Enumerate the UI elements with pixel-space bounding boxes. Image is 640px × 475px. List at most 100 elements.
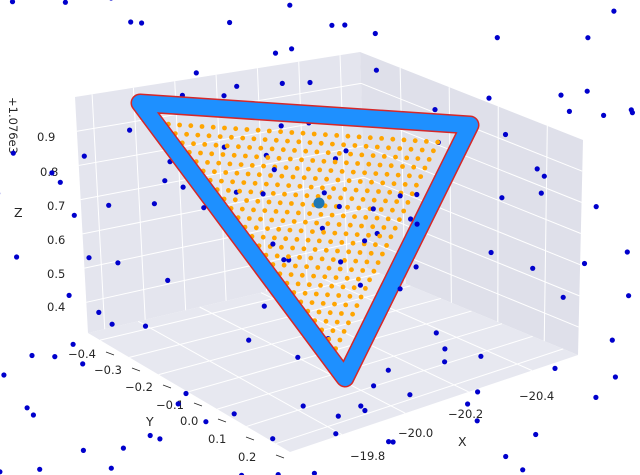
interior-point: [294, 166, 300, 171]
y-tick-mark: [162, 384, 172, 389]
interior-point: [313, 176, 318, 181]
interior-point: [177, 122, 183, 128]
scatter-point: [231, 411, 237, 417]
interior-point: [265, 155, 271, 160]
interior-point: [340, 284, 346, 290]
interior-point: [336, 222, 342, 227]
interior-point: [306, 282, 312, 288]
interior-point: [245, 171, 251, 177]
scatter-point: [502, 131, 509, 138]
interior-point: [241, 180, 247, 186]
interior-point: [280, 147, 286, 153]
interior-point: [318, 283, 323, 288]
scatter-point: [624, 249, 630, 255]
scatter-point: [478, 353, 484, 359]
interior-point: [327, 194, 332, 200]
x-gridline-floor: [322, 277, 533, 371]
interior-point: [409, 191, 415, 197]
interior-point: [387, 189, 393, 195]
scatter-point: [279, 80, 285, 86]
interior-point: [352, 143, 358, 148]
interior-point: [277, 200, 283, 206]
scatter-point: [108, 465, 114, 471]
scatter-point: [109, 0, 113, 1]
interior-point: [247, 145, 253, 150]
interior-point: [344, 160, 349, 166]
interior-point: [286, 254, 291, 259]
scatter-point: [0, 469, 3, 475]
interior-point: [293, 263, 298, 269]
interior-point: [404, 155, 410, 161]
interior-point: [335, 248, 340, 254]
interior-point: [401, 208, 407, 214]
scatter-point: [106, 202, 112, 208]
interior-point: [266, 128, 272, 134]
scatter-point: [474, 418, 480, 424]
scatter-point: [520, 467, 526, 473]
interior-point: [332, 230, 338, 236]
scatter-point: [62, 0, 68, 5]
interior-point: [260, 234, 266, 240]
scatter-point: [162, 178, 168, 184]
y-tick-label: −0.1: [156, 398, 184, 412]
interior-point: [330, 257, 336, 262]
interior-point: [331, 186, 336, 192]
scatter-point: [358, 403, 364, 409]
interior-point: [368, 250, 374, 256]
scatter-point: [86, 255, 92, 261]
interior-point: [206, 133, 212, 139]
scatter-point: [552, 365, 558, 371]
interior-point: [370, 224, 376, 230]
interior-point: [254, 154, 259, 160]
scatter-point: [193, 70, 199, 76]
interior-point: [332, 159, 338, 165]
x-tick-label: −20.0: [398, 426, 433, 440]
scatter-point: [385, 367, 391, 373]
interior-point: [350, 240, 356, 246]
z-offset-label: +1.076e3: [6, 97, 20, 154]
interior-point: [356, 134, 362, 140]
interior-point: [395, 172, 401, 178]
interior-point: [323, 247, 329, 253]
triangle-edge: [132, 95, 478, 386]
interior-point: [309, 300, 315, 305]
centroid-marker: [313, 197, 325, 209]
interior-point: [355, 161, 360, 166]
interior-point: [333, 275, 339, 280]
interior-point: [232, 197, 238, 203]
scatter-point: [278, 123, 284, 129]
interior-point: [266, 199, 272, 205]
scatter-point: [414, 191, 420, 198]
interior-point: [251, 207, 256, 213]
interior-point: [402, 182, 408, 187]
interior-point: [224, 143, 230, 149]
scatter-point: [386, 439, 392, 445]
y-tick-mark: [193, 402, 203, 407]
scatter-point: [584, 88, 590, 94]
scatter-point: [175, 401, 181, 407]
interior-point: [226, 188, 231, 193]
interior-point: [255, 127, 261, 133]
scatter-point: [321, 190, 327, 196]
interior-point: [244, 198, 250, 203]
x-gridline-wall: [543, 125, 548, 342]
y-tick-label: 0.0: [180, 414, 198, 428]
interior-point: [268, 173, 273, 178]
interior-point: [293, 192, 299, 198]
interior-point: [386, 145, 391, 151]
scatter-point: [612, 374, 619, 380]
interior-point: [290, 245, 295, 251]
interior-point: [296, 210, 301, 216]
interior-point: [405, 200, 411, 205]
scatter-point: [307, 79, 313, 86]
scatter-point: [370, 206, 376, 212]
y-tick-mark: [245, 436, 255, 441]
scatter-point: [201, 205, 207, 211]
interior-point: [262, 208, 268, 214]
interior-point: [385, 216, 391, 222]
interior-point: [249, 163, 255, 168]
scatter-point: [29, 352, 35, 359]
scatter-point: [541, 173, 547, 179]
interior-point: [310, 158, 316, 163]
